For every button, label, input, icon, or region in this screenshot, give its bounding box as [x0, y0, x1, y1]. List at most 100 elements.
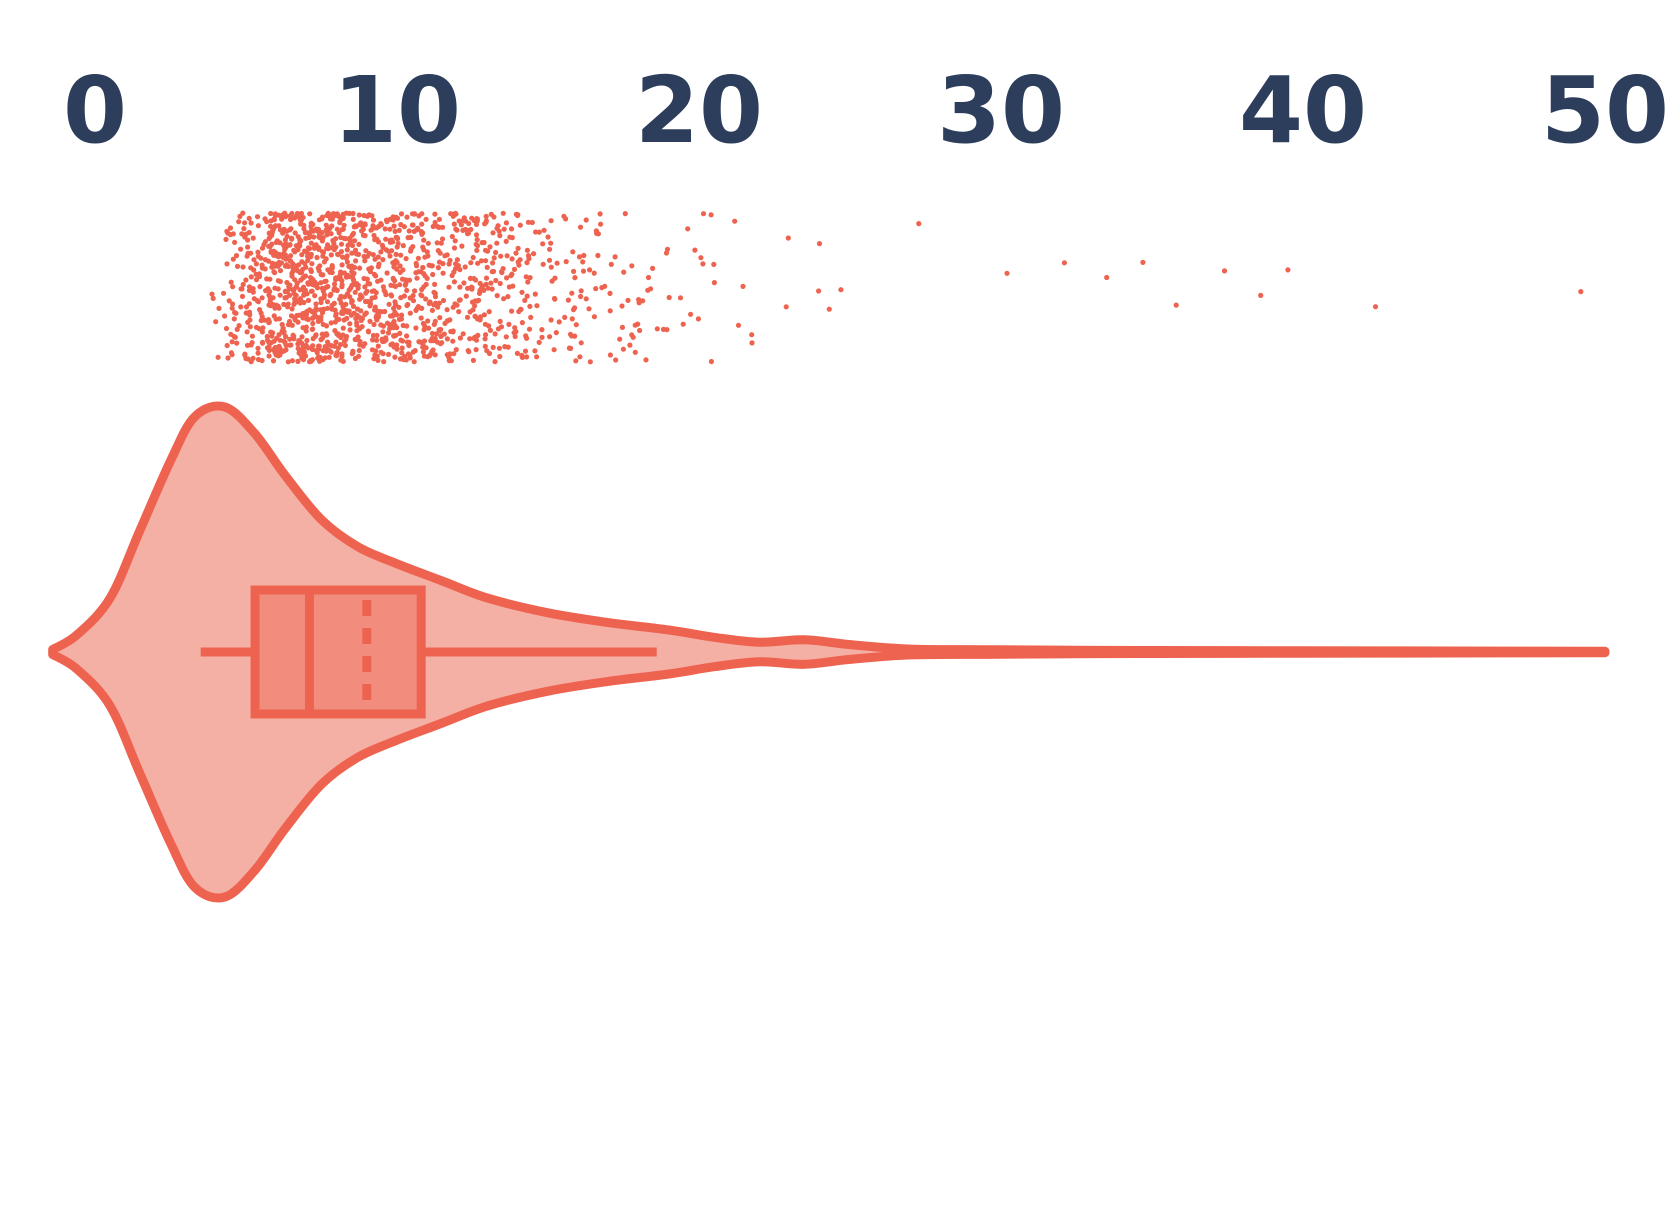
- data-point: [380, 338, 386, 345]
- data-point: [442, 253, 448, 259]
- data-point: [735, 322, 742, 328]
- data-point: [466, 220, 472, 227]
- data-point: [300, 325, 306, 331]
- data-point: [268, 249, 274, 255]
- data-point: [356, 212, 362, 218]
- data-point: [287, 336, 293, 342]
- data-point: [587, 267, 593, 273]
- data-point: [434, 224, 441, 230]
- data-point: [416, 339, 422, 345]
- data-point: [287, 292, 293, 298]
- data-point: [666, 294, 672, 301]
- data-point: [453, 211, 459, 217]
- data-point: [625, 297, 631, 303]
- data-point: [294, 210, 301, 217]
- data-point: [367, 299, 373, 305]
- data-point: [312, 293, 318, 299]
- data-point: [465, 348, 471, 354]
- data-point: [483, 281, 489, 287]
- data-point: [597, 211, 603, 217]
- data-point: [399, 312, 405, 318]
- data-point: [404, 323, 410, 329]
- data-point: [527, 275, 533, 281]
- data-point: [223, 325, 230, 332]
- data-point: [677, 295, 684, 301]
- data-point: [481, 287, 487, 293]
- data-point: [329, 223, 335, 229]
- data-point: [285, 301, 291, 307]
- data-point: [308, 220, 314, 226]
- data-point: [295, 358, 301, 364]
- data-point: [512, 333, 518, 340]
- data-point: [698, 255, 704, 261]
- data-point: [418, 315, 424, 321]
- data-point: [268, 210, 274, 217]
- data-point: [711, 261, 717, 267]
- data-point: [240, 264, 246, 270]
- data-point: [711, 280, 718, 286]
- data-point: [215, 354, 221, 360]
- data-point: [281, 338, 287, 344]
- data-point: [838, 287, 844, 293]
- data-point: [338, 241, 345, 247]
- data-point: [497, 318, 503, 324]
- data-point: [453, 226, 459, 232]
- data-point: [426, 325, 432, 331]
- data-point: [498, 324, 505, 330]
- data-point: [339, 284, 345, 290]
- data-point: [471, 335, 477, 341]
- data-point: [484, 264, 490, 270]
- data-point: [568, 345, 574, 351]
- data-point: [385, 330, 392, 336]
- data-point: [244, 329, 250, 335]
- data-point: [692, 247, 698, 253]
- data-point: [227, 232, 234, 238]
- data-point: [473, 232, 480, 238]
- data-point: [397, 330, 403, 336]
- data-point: [334, 350, 340, 356]
- data-point: [398, 337, 404, 343]
- data-point: [645, 287, 651, 293]
- data-point: [232, 239, 238, 245]
- data-point: [490, 344, 496, 350]
- data-point: [262, 257, 268, 263]
- data-point: [308, 268, 314, 275]
- data-point: [487, 244, 493, 250]
- data-point: [454, 302, 460, 308]
- data-point: [259, 329, 265, 335]
- data-point: [387, 253, 393, 259]
- data-point: [255, 253, 261, 259]
- data-point: [251, 257, 257, 263]
- data-point: [503, 238, 509, 244]
- data-point: [1372, 304, 1379, 310]
- data-point: [273, 250, 279, 256]
- data-point: [399, 276, 406, 282]
- data-point: [258, 317, 264, 324]
- data-point: [438, 240, 444, 246]
- data-point: [459, 243, 465, 249]
- data-point: [465, 285, 471, 291]
- data-point: [338, 357, 344, 363]
- data-point: [576, 254, 583, 260]
- data-point: [457, 284, 463, 290]
- data-point: [556, 319, 562, 325]
- data-point: [298, 210, 304, 217]
- data-point: [240, 210, 246, 216]
- data-point: [431, 302, 437, 308]
- data-point: [427, 299, 433, 305]
- data-point: [501, 296, 507, 302]
- data-point: [504, 253, 510, 259]
- data-point: [526, 326, 533, 332]
- data-point: [1285, 267, 1291, 273]
- data-point: [431, 321, 437, 327]
- data-point: [551, 295, 558, 302]
- data-point: [299, 259, 305, 265]
- data-point: [257, 284, 263, 290]
- data-point: [407, 310, 413, 316]
- data-point: [209, 291, 215, 297]
- data-point: [525, 279, 531, 285]
- data-point: [458, 222, 464, 228]
- box-plot: [200, 585, 657, 719]
- data-point: [287, 213, 293, 219]
- data-point: [382, 226, 388, 232]
